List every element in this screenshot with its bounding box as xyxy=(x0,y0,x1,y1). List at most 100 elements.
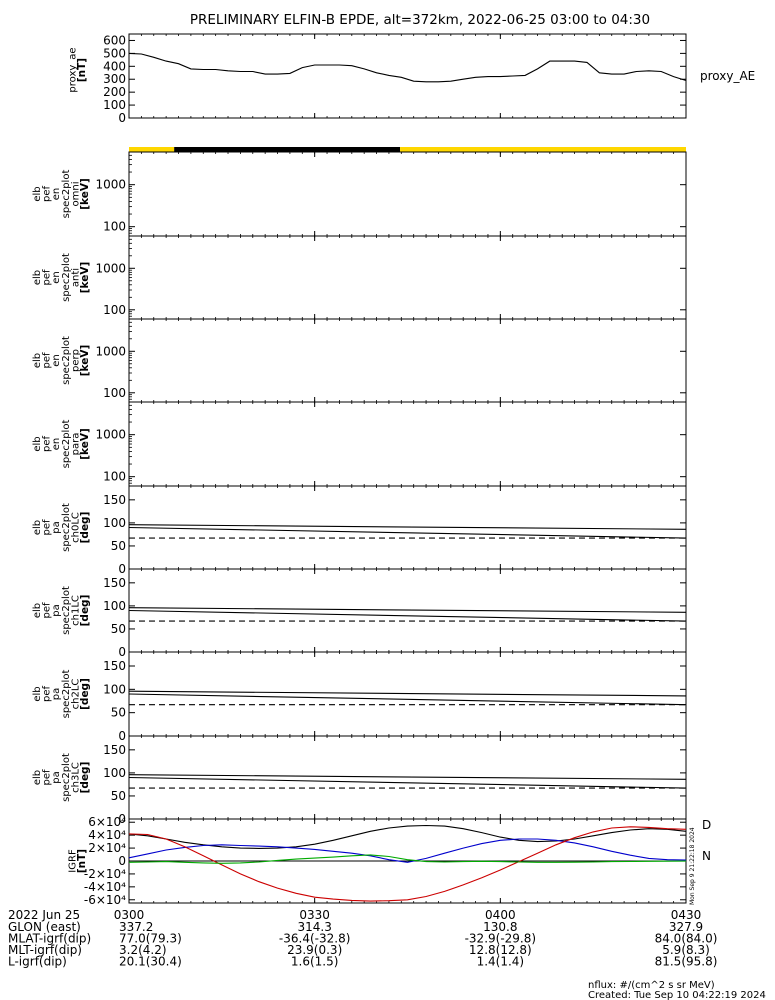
anti-ytick-label-0: 100 xyxy=(103,303,126,317)
proxy_ae-ylabel-line-0: proxy_ae xyxy=(67,47,78,92)
para-ylabel-line-4: para xyxy=(70,433,81,456)
ch3LC-ylabel-line-0: elb xyxy=(32,770,43,785)
proxy_ae-frame xyxy=(128,33,687,119)
day-night-segment-1 xyxy=(174,147,401,152)
footer-row-0-value-0: 337.2 xyxy=(119,920,153,934)
ch0LC-ytick-label-0: 0 xyxy=(118,562,126,576)
igrf-series-3 xyxy=(128,854,687,864)
ch0LC-ylabel-line-0: elb xyxy=(32,520,43,535)
ch2LC-ytick-label-3: 150 xyxy=(103,659,126,673)
proxy_ae-ylabel-line-1: [nT] xyxy=(76,58,88,82)
footer-row-1-value-0: 77.0(79.3) xyxy=(119,932,182,946)
ch3LC-ytick-label-2: 100 xyxy=(103,766,126,780)
anti-ylabel-line-4: anti xyxy=(70,268,81,287)
omni-ylabel-line-1: pef xyxy=(42,186,53,203)
ch2LC-ylabel-line-0: elb xyxy=(32,686,43,701)
panel-day_night_bar xyxy=(129,147,686,152)
para-ytick-label-0: 100 xyxy=(103,470,126,484)
para-ytick-label-1: 1000 xyxy=(95,428,126,442)
anti-ylabel-line-1: pef xyxy=(42,269,53,286)
ch1LC-ytick-label-0: 0 xyxy=(118,645,126,659)
igrf-ytick-label-1: -4×10⁴ xyxy=(84,880,126,894)
ch2LC-ylabel-line-1: pef xyxy=(42,686,53,703)
ch2LC-ylabel-line-4: ch2LC xyxy=(70,679,81,710)
footer-row-2-value-1: 23.9(0.3) xyxy=(287,943,342,957)
footer-row-label-1: MLAT-igrf(dip) xyxy=(8,932,91,946)
perp-ylabel-line-3: spec2plot xyxy=(61,336,72,385)
footer-row-label-0: GLON (east) xyxy=(8,920,81,934)
ch1LC-ylabel-line-1: pef xyxy=(42,602,53,619)
perp-ylabel-line-2: en xyxy=(51,354,62,367)
ch0LC-ylabel-line-2: pa xyxy=(51,521,62,533)
footer-row-label-2: MLT-igrf(dip) xyxy=(8,943,82,957)
ch2LC-ylabel-line-2: pa xyxy=(51,688,62,700)
ch3LC-ytick-label-3: 150 xyxy=(103,743,126,757)
footer-row-1-value-3: 84.0(84.0) xyxy=(655,932,718,946)
ch0LC-ylabel-line-5: [deg] xyxy=(79,512,91,544)
perp-ylabel-line-4: perp xyxy=(70,349,81,372)
omni-ylabel-line-5: [keV] xyxy=(79,178,91,210)
ch3LC-ylabel-line-5: [deg] xyxy=(79,762,91,794)
proxy_ae-series-0 xyxy=(128,52,687,83)
ch1LC-ylabel-line-0: elb xyxy=(32,603,43,618)
anti-frame xyxy=(128,235,687,320)
footer-row-3-value-1: 1.6(1.5) xyxy=(291,955,339,969)
igrf-ytick-label-0: -6×10⁴ xyxy=(84,893,126,907)
omni-ytick-label-1: 1000 xyxy=(95,178,126,192)
ch1LC-ytick-label-3: 150 xyxy=(103,576,126,590)
ch2LC-ylabel-line-3: spec2plot xyxy=(61,670,72,719)
ch3LC-ylabel-line-2: pa xyxy=(51,771,62,783)
anti-ylabel-line-3: spec2plot xyxy=(61,253,72,302)
igrf-ytick-label-6: 6×10⁴ xyxy=(88,815,126,829)
para-ylabel-line-1: pef xyxy=(42,436,53,453)
para-ylabel-line-5: [keV] xyxy=(79,428,91,460)
igrf-side-label-bottom: N xyxy=(702,849,711,863)
units-note: nflux: #/(cm^2 s sr MeV) xyxy=(588,980,715,991)
ch1LC-ylabel-line-5: [deg] xyxy=(79,595,91,627)
ch1LC-series-0 xyxy=(128,607,687,613)
para-ylabel-line-2: en xyxy=(51,438,62,451)
ch0LC-ylabel-line-4: ch0LC xyxy=(70,512,81,543)
omni-ylabel-line-0: elb xyxy=(32,186,43,201)
footer-row-1-value-2: -32.9(-29.8) xyxy=(465,932,536,946)
ch1LC-ytick-label-2: 100 xyxy=(103,599,126,613)
ch2LC-series-1 xyxy=(128,693,687,706)
ch0LC-ylabel-line-3: spec2plot xyxy=(61,503,72,552)
footer-time-label-0: 0300 xyxy=(114,908,145,922)
ch3LC-series-1 xyxy=(128,776,687,789)
footer-row-2-value-3: 5.9(8.3) xyxy=(662,943,710,957)
ch0LC-ytick-label-2: 100 xyxy=(103,516,126,530)
proxy_ae-ytick-label-3: 300 xyxy=(103,72,126,86)
perp-ylabel-line-0: elb xyxy=(32,353,43,368)
ch3LC-ylabel-line-1: pef xyxy=(42,769,53,786)
igrf-series-1 xyxy=(128,838,687,863)
ch2LC-ytick-label-1: 50 xyxy=(111,706,126,720)
ch3LC-ytick-label-1: 50 xyxy=(111,789,126,803)
created-stamp: Created: Tue Sep 10 04:22:19 2024 xyxy=(588,990,766,1000)
footer-table: 2022 Jun 25 0300 0330 0400 0430 GLON (east) 33… xyxy=(8,908,717,969)
footer-row-1-value-1: -36.4(-32.8) xyxy=(279,932,350,946)
igrf-series-0 xyxy=(128,824,687,849)
footer-time-label-1: 0330 xyxy=(299,908,330,922)
para-ylabel-line-0: elb xyxy=(32,436,43,451)
anti-ylabel-line-0: elb xyxy=(32,270,43,285)
footer-date: 2022 Jun 25 xyxy=(8,908,80,922)
perp-ylabel-line-1: pef xyxy=(42,352,53,369)
ch1LC-ylabel-line-2: pa xyxy=(51,604,62,616)
ch1LC-series-1 xyxy=(128,609,687,622)
ch1LC-ytick-label-1: 50 xyxy=(111,622,126,636)
ch3LC-ylabel-line-3: spec2plot xyxy=(61,753,72,802)
proxy_ae-ytick-label-4: 400 xyxy=(103,59,126,73)
ch2LC-ylabel-line-5: [deg] xyxy=(79,678,91,710)
para-ylabel-line-3: spec2plot xyxy=(61,420,72,469)
omni-ytick-label-0: 100 xyxy=(103,220,126,234)
igrf-side-label-top: D xyxy=(702,818,711,832)
side-stamp: Mon Sep 9 21:22:18 2024 xyxy=(689,827,696,905)
perp-ylabel-line-5: [keV] xyxy=(79,345,91,377)
